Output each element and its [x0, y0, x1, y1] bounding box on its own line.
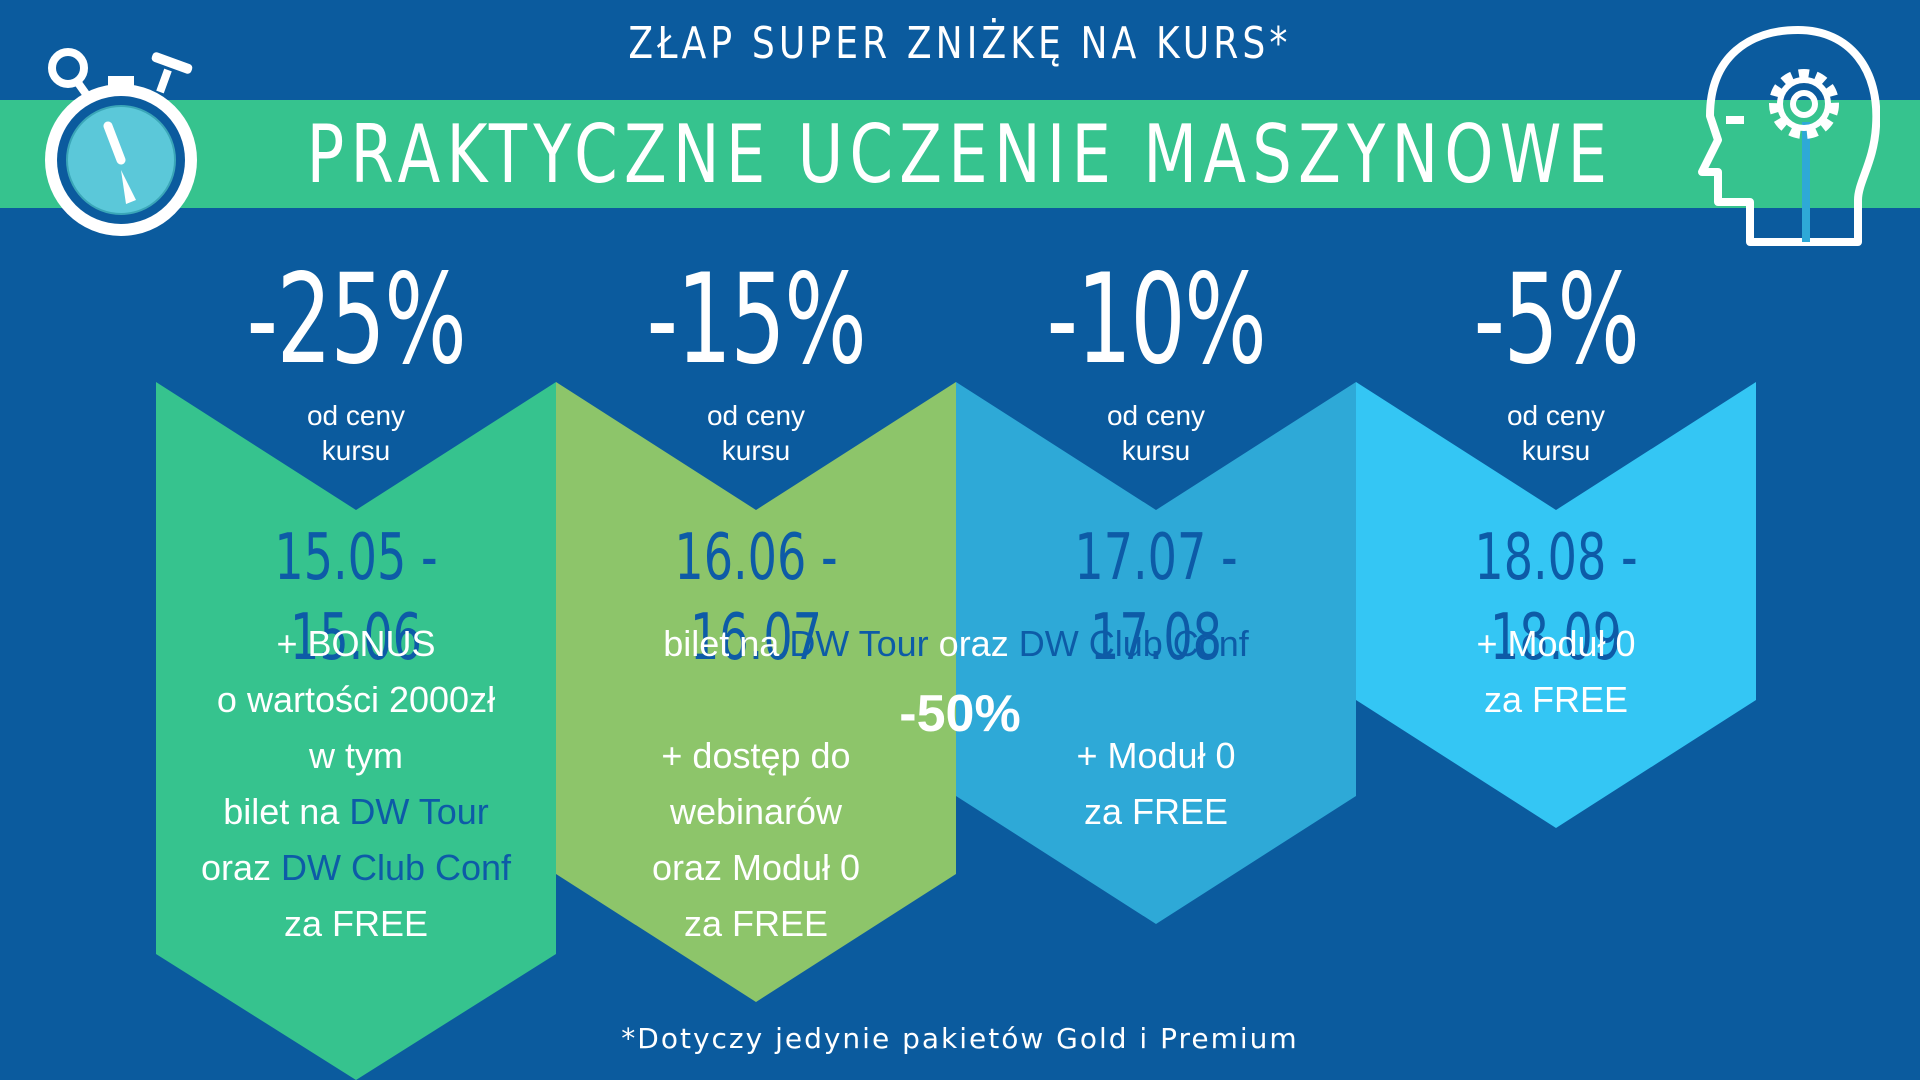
course-title: PRAKTYCZNE UCZENIE MASZYNOWE — [306, 108, 1614, 201]
promo-headline: ZŁAP SUPER ZNIŻKĘ NA KURS* — [628, 18, 1292, 69]
tier-2-sub-line2: kursu — [721, 435, 791, 466]
text-part: oraz — [928, 623, 1019, 664]
tier-1-desc-line: za FREE — [283, 903, 429, 944]
tier-1-description: + BONUS o wartości 2000zł w tym bilet na… — [156, 616, 556, 952]
tier-1-desc-line: w tym — [309, 735, 403, 776]
tier-3-dates: 17.07 - 17.08 — [1074, 521, 1238, 675]
tier-1-desc-line: + BONUS — [276, 623, 436, 664]
tier-4-sub-line1: od ceny — [1506, 400, 1606, 431]
tier-3-desc-line: + Moduł 0 — [1076, 735, 1236, 776]
tier-4-desc-line: za FREE — [1483, 679, 1629, 720]
tier-1-dates: 15.05 - 15.06 — [274, 521, 438, 675]
text-part: oraz — [200, 847, 281, 888]
tier-4-dates: 18.08 - 18.09 — [1474, 521, 1638, 675]
tier-4-sub-line2: kursu — [1521, 435, 1591, 466]
tier-1-chevron — [156, 382, 556, 1080]
tier-2-description: + dostęp do webinarów oraz Moduł 0 za FR… — [556, 728, 956, 952]
tier-2-sub: od ceny kursu — [556, 398, 956, 468]
tier-2-desc-line: oraz Moduł 0 — [651, 847, 861, 888]
tier-2-desc-line: za FREE — [683, 903, 829, 944]
tier-2-desc-line: + dostęp do — [661, 735, 851, 776]
tier-4-desc-line: + Moduł 0 — [1476, 623, 1636, 664]
tier-1-desc-line: oraz DW Club Conf — [156, 840, 556, 896]
tier-3-sub-line1: od ceny — [1106, 400, 1206, 431]
tier-4-sub: od ceny kursu — [1356, 398, 1756, 468]
stopwatch-icon — [45, 48, 197, 236]
tier-4-discount: -5% — [1473, 248, 1640, 392]
tier-3-desc-line: za FREE — [1083, 791, 1229, 832]
head-gear-icon — [1698, 26, 1880, 246]
tier-2-desc-line: webinarów — [669, 791, 843, 832]
tier-3-sub: od ceny kursu — [956, 398, 1356, 468]
tier-2-chevron — [556, 382, 956, 1002]
tier-4-chevron — [1356, 382, 1756, 828]
footnote: *Dotyczy jedynie pakietów Gold i Premium — [621, 1022, 1299, 1055]
text-part: bilet na — [223, 791, 350, 832]
tier-1-desc-line: bilet na DW Tour — [156, 784, 556, 840]
dw-club-conf-highlight: DW Club Conf — [280, 847, 512, 888]
tier-1-discount: -25% — [246, 248, 467, 392]
tier-2-discount: -15% — [646, 248, 867, 392]
tier-2-ticket-line: bilet na DW Tour oraz DW Club Conf — [556, 616, 1356, 672]
tier-2-dates: 16.06 - 16.07 — [674, 521, 838, 675]
tier-3-discount: -10% — [1046, 248, 1267, 392]
dw-tour-highlight: DW Tour — [349, 791, 489, 832]
tier-3-sub-line2: kursu — [1121, 435, 1191, 466]
dw-club-conf-highlight: DW Club Conf — [1018, 623, 1249, 664]
tier-2-ticket-discount: -50% — [899, 685, 1021, 743]
tier-1-sub: od ceny kursu — [156, 398, 556, 468]
tier-1-desc-line: o wartości 2000zł — [216, 679, 496, 720]
tier-3-chevron — [956, 382, 1356, 924]
dw-tour-highlight: DW Tour — [789, 623, 929, 664]
text-part: bilet na — [663, 623, 790, 664]
tier-3-description: + Moduł 0 za FREE — [956, 728, 1356, 840]
tier-4-description: + Moduł 0 za FREE — [1356, 616, 1756, 728]
tier-2-sub-line1: od ceny — [706, 400, 806, 431]
tier-1-sub-line2: kursu — [321, 435, 391, 466]
tier-1-sub-line1: od ceny — [306, 400, 406, 431]
title-banner — [0, 100, 1920, 208]
